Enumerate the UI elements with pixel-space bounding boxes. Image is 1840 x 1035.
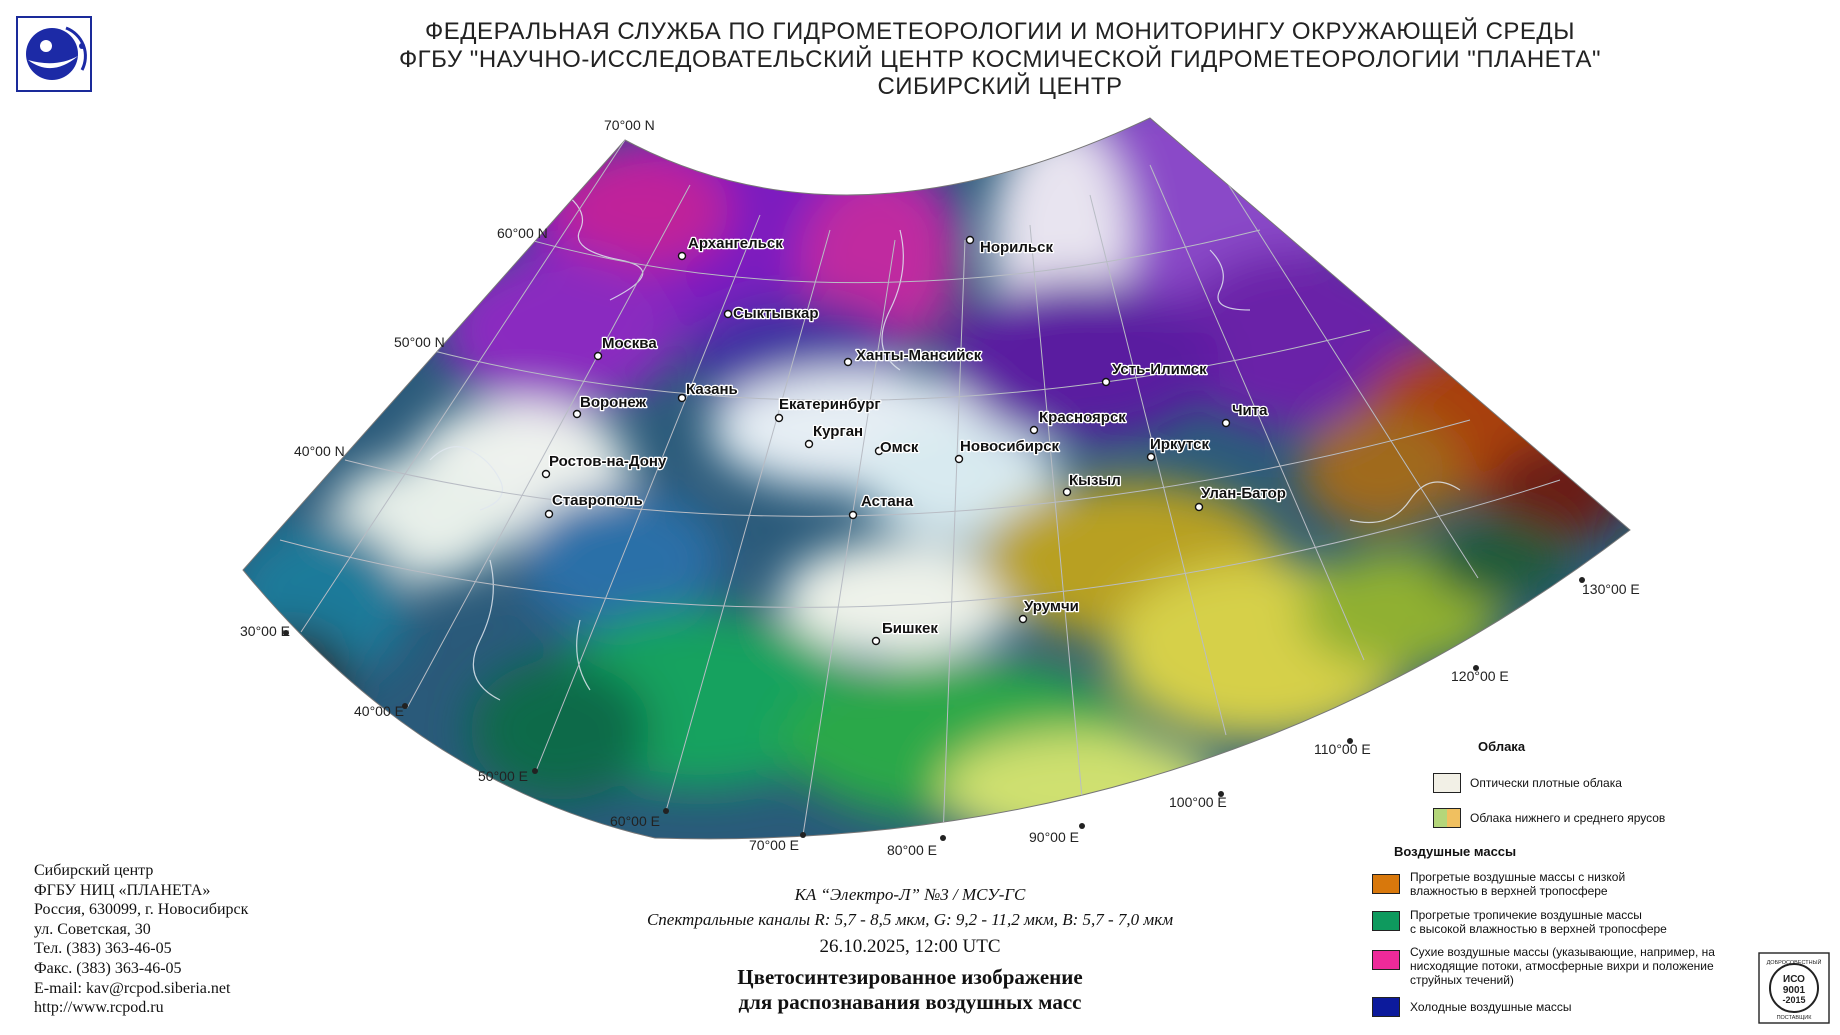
legend-label-block: Прогретые воздушные массы с низкой влажн… bbox=[1410, 870, 1625, 898]
lon-label: 130°00 E bbox=[1582, 581, 1640, 597]
datetime-caption: 26.10.2025, 12:00 UTC bbox=[819, 936, 1001, 957]
lon-label: 70°00 E bbox=[749, 837, 799, 853]
satellite-imagery bbox=[243, 118, 1630, 839]
graticule bbox=[279, 139, 1561, 839]
lat-label: 70°00 N bbox=[604, 117, 655, 133]
legend-swatch-warm-dry bbox=[1372, 874, 1400, 894]
header-line-1: ФЕДЕРАЛЬНАЯ СЛУЖБА ПО ГИДРОМЕТЕОРОЛОГИИ … bbox=[425, 18, 1575, 45]
channels-caption: Спектральные каналы R: 5,7 - 8,5 мкм, G:… bbox=[646, 910, 1174, 929]
city-label: Урумчи bbox=[1024, 598, 1079, 615]
svg-text:ПОСТАВЩИК: ПОСТАВЩИК bbox=[1777, 1015, 1813, 1021]
planeta-logo bbox=[16, 16, 92, 92]
lon-label: 100°00 E bbox=[1169, 794, 1227, 810]
legend-label: Холодные воздушные массы bbox=[1410, 1000, 1572, 1014]
svg-text:-2015: -2015 bbox=[1782, 995, 1805, 1005]
contact-line: Факс. (383) 363-46-05 bbox=[34, 959, 182, 977]
legend-swatch-cold bbox=[1372, 997, 1400, 1017]
contact-line: ул. Советская, 30 bbox=[34, 920, 151, 938]
contact-website: http://www.rcpod.ru bbox=[34, 999, 164, 1017]
city-label: Воронеж bbox=[580, 394, 647, 411]
city-label: Сыктывкар bbox=[733, 305, 819, 322]
city-label: Ханты-Мансийск bbox=[856, 347, 982, 364]
city-label: Усть-Илимск bbox=[1112, 361, 1207, 378]
legend-label: Сухие воздушные массы (указывающие, напр… bbox=[1410, 945, 1715, 959]
iso-cert-badge: ДОБРОСОВЕСТНЫЙ ИСО 9001 -2015 ПОСТАВЩИК bbox=[1758, 952, 1830, 1024]
lon-label: 90°00 E bbox=[1029, 829, 1079, 845]
lat-label: 60°00 N bbox=[497, 225, 548, 241]
city-label: Омск bbox=[880, 439, 919, 456]
legend-label: Прогретые тропичекие воздушные массы bbox=[1410, 908, 1642, 922]
legend-label: струйных течений) bbox=[1410, 973, 1514, 987]
legend-label: с высокой влажностью в верхней тропосфер… bbox=[1410, 922, 1667, 936]
city-label: Норильск bbox=[980, 239, 1053, 256]
city-label: Москва bbox=[602, 335, 657, 352]
title-line-2: для распознавания воздушных масс bbox=[738, 990, 1082, 1014]
legend-label: влажностью в верхней тропосфере bbox=[1410, 884, 1608, 898]
legend-label: Облака нижнего и среднего ярусов bbox=[1470, 811, 1666, 825]
satellite-caption: КА “Электро-Л” №3 / МСУ-ГС bbox=[794, 885, 1026, 904]
city-label: Екатеринбург bbox=[779, 396, 881, 413]
city-label: Новосибирск bbox=[960, 438, 1060, 455]
city-label: Ставрополь bbox=[552, 492, 643, 509]
legend-label: Прогретые воздушные массы с низкой bbox=[1410, 870, 1626, 884]
title-line-1: Цветосинтезированное изображение bbox=[737, 965, 1083, 989]
lon-label: 110°00 E bbox=[1314, 741, 1371, 757]
header-line-3: СИБИРСКИЙ ЦЕНТР bbox=[877, 73, 1123, 100]
city-markers: Архангельск Норильск Сыктывкар Москва Ха… bbox=[541, 234, 1287, 646]
lon-label: 80°00 E bbox=[887, 842, 937, 858]
legend-swatch-tropical-moist bbox=[1372, 911, 1400, 931]
graticule-labels: 70°00 N 60°00 N 50°00 N 40°00 N 30°00 E … bbox=[240, 117, 1640, 858]
legend-label: нисходящие потоки, атмосферные вихри и п… bbox=[1410, 959, 1714, 973]
svg-text:ДОБРОСОВЕСТНЫЙ: ДОБРОСОВЕСТНЫЙ bbox=[1767, 958, 1822, 966]
city-label: Чита bbox=[1232, 402, 1268, 419]
contact-line: ФГБУ НИЦ «ПЛАНЕТА» bbox=[34, 881, 211, 899]
legend-label: Оптически плотные облака bbox=[1470, 776, 1622, 790]
city-label: Казань bbox=[686, 381, 738, 398]
contact-line: Россия, 630099, г. Новосибирск bbox=[34, 901, 249, 919]
city-label: Астана bbox=[861, 493, 914, 510]
header-line-2: ФГБУ "НАУЧНО-ИССЛЕДОВАТЕЛЬСКИЙ ЦЕНТР КОС… bbox=[398, 46, 1602, 73]
contact-line: Сибирский центр bbox=[34, 862, 154, 879]
city-label: Кызыл bbox=[1069, 472, 1121, 489]
svg-text:ИСО: ИСО bbox=[1783, 974, 1805, 985]
legend-clouds-title: Облака bbox=[1478, 739, 1526, 754]
city-label: Архангельск bbox=[688, 235, 783, 252]
contact-info: Сибирский центр ФГБУ НИЦ «ПЛАНЕТА» Росси… bbox=[34, 861, 248, 1018]
lon-label: 30°00 E bbox=[240, 623, 290, 639]
lat-label: 40°00 N bbox=[294, 443, 345, 459]
legend-air-title: Воздушные массы bbox=[1394, 844, 1517, 859]
city-label: Ростов-на-Дону bbox=[549, 453, 667, 470]
legend-swatch-low-mid-clouds bbox=[1433, 808, 1461, 828]
lon-label: 50°00 E bbox=[478, 768, 528, 784]
legend-label-block: Сухие воздушные массы (указывающие, напр… bbox=[1410, 945, 1715, 987]
city-label: Бишкек bbox=[882, 620, 938, 637]
legend-label-block: Прогретые тропичекие воздушные массы с в… bbox=[1410, 908, 1667, 936]
lon-label: 40°00 E bbox=[354, 703, 404, 719]
city-label: Иркутск bbox=[1150, 436, 1209, 453]
city-label: Красноярск bbox=[1039, 409, 1126, 426]
lat-label: 50°00 N bbox=[394, 334, 445, 350]
city-label: Улан-Батор bbox=[1201, 485, 1286, 502]
contact-email: E-mail: kav@rcpod.siberia.net bbox=[34, 979, 231, 997]
contact-line: Тел. (383) 363-46-05 bbox=[34, 940, 172, 958]
legend-swatch-dry-sinking bbox=[1372, 950, 1400, 970]
lon-label: 60°00 E bbox=[610, 813, 660, 829]
city-label: Курган bbox=[813, 423, 863, 440]
lon-label: 120°00 E bbox=[1451, 668, 1509, 684]
legend-swatch-dense-clouds bbox=[1433, 773, 1461, 793]
svg-text:9001: 9001 bbox=[1783, 985, 1806, 996]
